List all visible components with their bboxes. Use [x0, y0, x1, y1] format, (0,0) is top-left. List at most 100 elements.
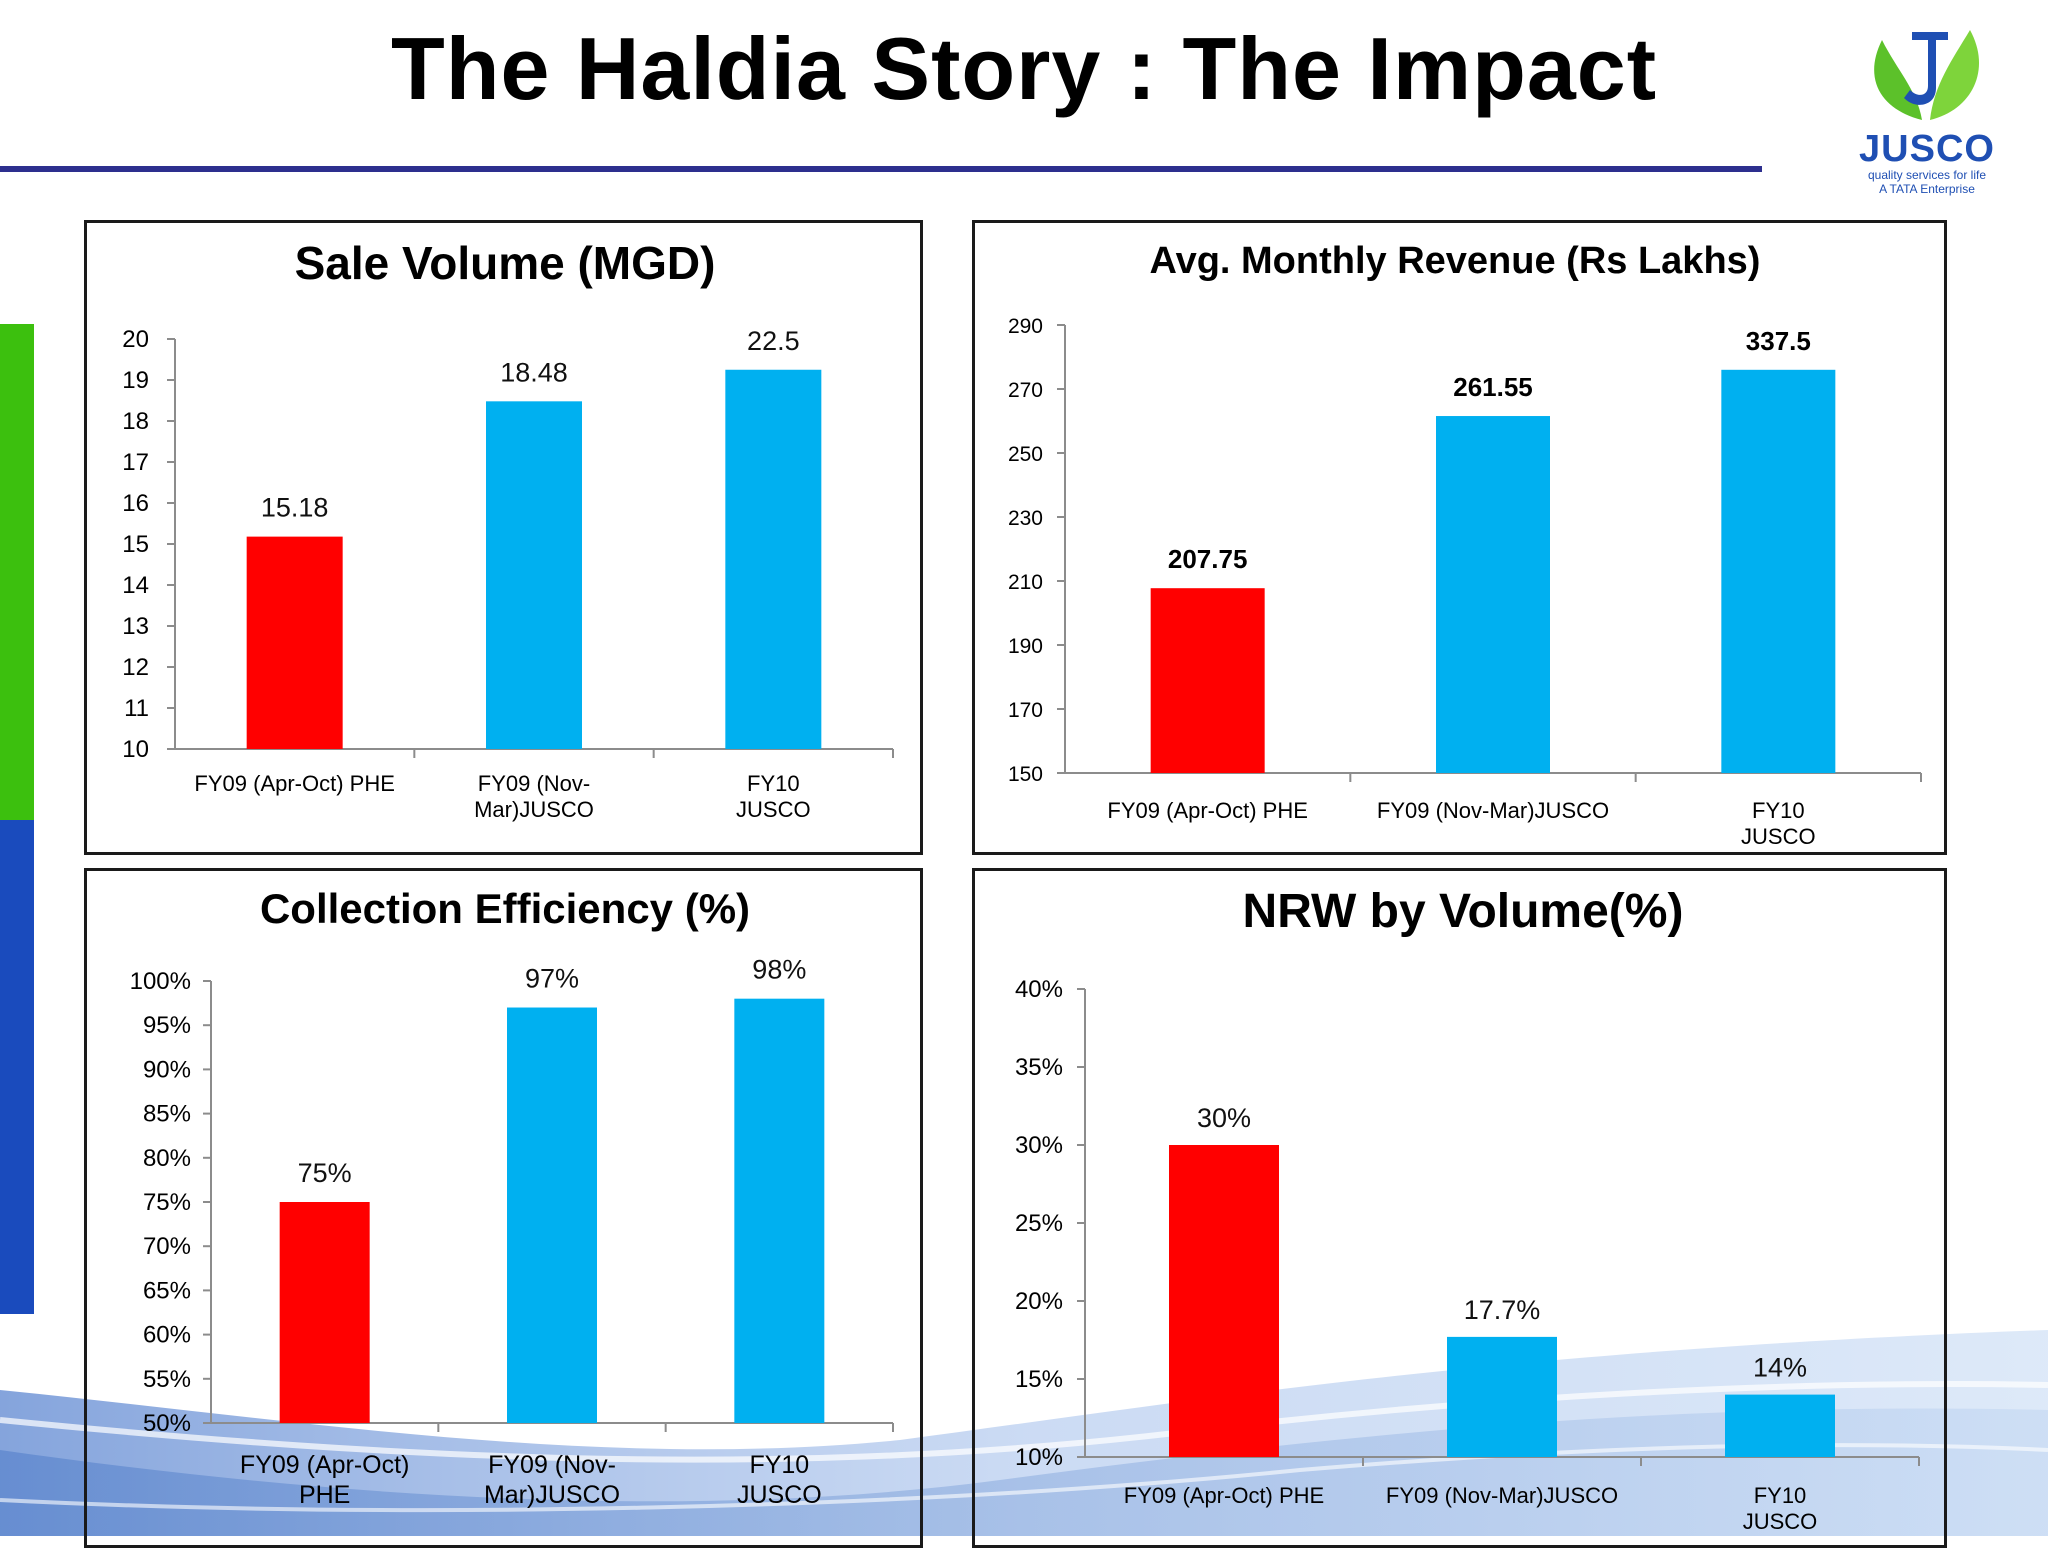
data-label: 30%	[1197, 1103, 1251, 1133]
category-label: FY09 (Nov-	[478, 771, 590, 796]
y-tick-label: 75%	[143, 1189, 191, 1216]
bar	[734, 998, 825, 1423]
category-label: FY09 (Nov-	[488, 1451, 616, 1479]
y-tick-label: 20	[122, 326, 149, 353]
data-label: 14%	[1753, 1353, 1807, 1383]
category-label: FY09 (Nov-Mar)JUSCO	[1386, 1483, 1618, 1508]
data-label: 261.55	[1453, 372, 1533, 402]
data-label: 337.5	[1746, 326, 1811, 356]
nrw-volume-chart: NRW by Volume(%) 10% 15% 20% 25% 30% 35% 40% 30%…	[1015, 885, 1920, 1534]
data-label: 15.18	[261, 493, 329, 523]
title-underline	[0, 166, 1762, 172]
category-label: FY09 (Nov-Mar)JUSCO	[1377, 798, 1609, 823]
bar	[486, 401, 582, 749]
y-tick-label: 13	[122, 613, 149, 640]
data-label: 97%	[525, 964, 579, 994]
y-tick-label: 14	[122, 572, 149, 599]
bar	[1436, 416, 1550, 773]
y-tick-label: 25%	[1015, 1210, 1063, 1237]
data-label: 75%	[298, 1158, 352, 1188]
y-tick-label: 15%	[1015, 1366, 1063, 1393]
category-label: FY10	[747, 771, 800, 796]
category-label: FY09 (Apr-Oct) PHE	[194, 771, 394, 796]
y-tick-label: 270	[1008, 379, 1043, 402]
y-tick-label: 20%	[1015, 1288, 1063, 1315]
category-label: PHE	[299, 1481, 350, 1509]
y-tick-label: 80%	[143, 1145, 191, 1172]
category-label: FY10	[1752, 798, 1805, 823]
y-tick-label: 16	[122, 490, 149, 517]
y-tick-label: 10	[122, 736, 149, 763]
y-tick-label: 40%	[1015, 976, 1063, 1003]
y-tick-label: 210	[1008, 571, 1043, 594]
data-label: 22.5	[747, 326, 800, 356]
bar	[725, 369, 822, 749]
y-tick-label: 250	[1008, 443, 1043, 466]
y-tick-label: 11	[124, 695, 149, 722]
category-label: Mar)JUSCO	[484, 1481, 620, 1509]
y-tick-label: 70%	[143, 1233, 191, 1260]
y-tick-label: 19	[122, 367, 149, 394]
chart-title: Collection Efficiency (%)	[260, 885, 750, 932]
page-title: The Haldia Story : The Impact	[390, 19, 1658, 118]
chart-title: NRW by Volume(%)	[1243, 885, 1684, 938]
y-tick-label: 100%	[130, 968, 191, 995]
y-tick-label: 290	[1008, 315, 1043, 338]
y-tick-label: 230	[1008, 507, 1043, 530]
y-tick-label: 17	[122, 449, 149, 476]
avg-revenue-chart: Avg. Monthly Revenue (Rs Lakhs) 150 170 190…	[1008, 240, 1922, 849]
category-label: FY09 (Apr-Oct) PHE	[1107, 798, 1307, 823]
collection-efficiency-chart: Collection Efficiency (%) 50% 55% 60% 65% 70%…	[130, 885, 894, 1509]
logo-tagline: quality services for life	[1867, 168, 1987, 182]
bar	[1169, 1145, 1279, 1457]
side-accent-green	[0, 324, 34, 820]
data-label: 98%	[752, 955, 806, 985]
bar	[1721, 369, 1836, 773]
category-label: FY10	[749, 1451, 809, 1479]
bar	[246, 536, 343, 749]
y-tick-label: 150	[1008, 763, 1043, 786]
chart-title: Sale Volume (MGD)	[295, 237, 716, 289]
bar	[1725, 1394, 1835, 1457]
data-label: 17.7%	[1464, 1295, 1541, 1325]
sale-volume-chart: Sale Volume (MGD) 10 11 12 13 14 15 16 17 18 19 20 1…	[122, 237, 894, 822]
y-tick-label: 55%	[143, 1366, 191, 1393]
category-label: JUSCO	[1741, 824, 1816, 849]
side-accent-blue	[0, 820, 34, 1314]
avg-revenue-chart-panel: Avg. Monthly Revenue (Rs Lakhs) 150 170 190…	[972, 220, 1947, 855]
y-tick-label: 65%	[143, 1277, 191, 1304]
bar	[1150, 588, 1265, 773]
data-label: 207.75	[1168, 544, 1248, 574]
y-tick-label: 50%	[143, 1410, 191, 1437]
chart-title: Avg. Monthly Revenue (Rs Lakhs)	[1150, 240, 1761, 282]
category-label: JUSCO	[736, 797, 811, 822]
y-tick-label: 190	[1008, 635, 1043, 658]
y-tick-label: 18	[122, 408, 149, 435]
y-tick-label: 85%	[143, 1101, 191, 1128]
data-label: 18.48	[500, 357, 568, 387]
leaf-icon	[1874, 30, 1980, 120]
bar	[1447, 1336, 1557, 1457]
jusco-logo: JUSCO quality services for life A TATA E…	[1852, 10, 2002, 196]
bar	[279, 1202, 370, 1423]
y-tick-label: 12	[122, 654, 149, 681]
sale-volume-chart-panel: Sale Volume (MGD) 10 11 12 13 14 15 16 17 18 19 20 1…	[84, 220, 923, 855]
bar	[507, 1007, 597, 1423]
logo-tata-tagline: A TATA Enterprise	[1879, 182, 1975, 196]
category-label: JUSCO	[737, 1481, 822, 1509]
logo-wordmark: JUSCO	[1859, 128, 1995, 170]
collection-efficiency-chart-panel: Collection Efficiency (%) 50% 55% 60% 65% 70%…	[84, 868, 923, 1548]
nrw-volume-chart-panel: NRW by Volume(%) 10% 15% 20% 25% 30% 35% 40% 30%…	[972, 868, 1947, 1548]
category-label: FY09 (Apr-Oct)	[240, 1451, 409, 1479]
category-label: FY10	[1754, 1483, 1807, 1508]
y-tick-label: 30%	[1015, 1132, 1063, 1159]
y-tick-label: 10%	[1015, 1444, 1063, 1471]
y-tick-label: 35%	[1015, 1054, 1063, 1081]
category-label: FY09 (Apr-Oct) PHE	[1124, 1483, 1324, 1508]
category-label: Mar)JUSCO	[474, 797, 594, 822]
y-tick-label: 170	[1008, 699, 1043, 722]
y-tick-label: 60%	[143, 1322, 191, 1349]
y-tick-label: 15	[122, 531, 149, 558]
category-label: JUSCO	[1743, 1509, 1818, 1534]
y-tick-label: 95%	[143, 1012, 191, 1039]
